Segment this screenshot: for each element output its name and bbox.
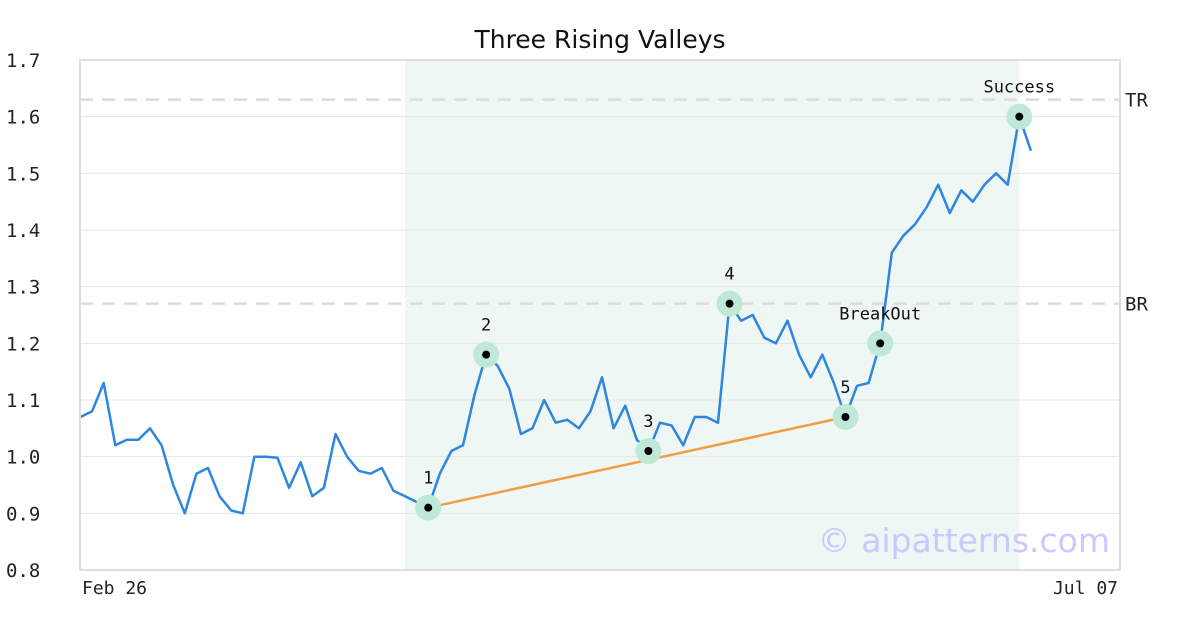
y-tick-label: 1.3	[6, 277, 40, 299]
key-point-label: Success	[983, 78, 1055, 98]
price-line	[79, 115, 1033, 515]
y-tick-label: 1.0	[6, 447, 40, 469]
y-tick-label: 0.9	[6, 503, 40, 525]
pattern-region	[405, 60, 1020, 570]
y-tick-label: 1.7	[6, 50, 40, 72]
x-tick-label: Feb 26	[82, 578, 147, 599]
y-tick-label: 1.5	[6, 163, 40, 185]
key-point-5	[841, 413, 850, 421]
key-point-label: 4	[724, 265, 734, 285]
key-point-label: 1	[423, 469, 433, 489]
key-point-label: 5	[840, 378, 850, 398]
y-tick-label: 1.4	[6, 220, 40, 242]
key-point-breakout	[876, 339, 885, 348]
watermark: © aipatterns.com	[818, 521, 1110, 560]
key-point-label: 3	[643, 412, 653, 432]
key-point-2	[482, 350, 491, 359]
chart-title: Three Rising Valleys	[473, 25, 725, 54]
reference-label-tr: TR	[1125, 90, 1148, 112]
x-tick-label: Jul 07	[1053, 578, 1118, 599]
y-tick-label: 0.8	[6, 560, 40, 582]
key-point-label: BreakOut	[839, 304, 921, 324]
key-point-3	[644, 447, 653, 455]
y-tick-label: 1.2	[6, 333, 40, 355]
key-point-label: 2	[481, 316, 491, 336]
key-point-4	[725, 299, 734, 308]
key-point-1	[424, 503, 433, 512]
y-tick-label: 1.1	[6, 390, 40, 412]
plot-frame	[79, 59, 1121, 571]
key-point-success	[1015, 112, 1024, 121]
trendline	[427, 415, 846, 509]
reference-label-br: BR	[1125, 294, 1148, 316]
y-tick-label: 1.6	[6, 107, 40, 129]
